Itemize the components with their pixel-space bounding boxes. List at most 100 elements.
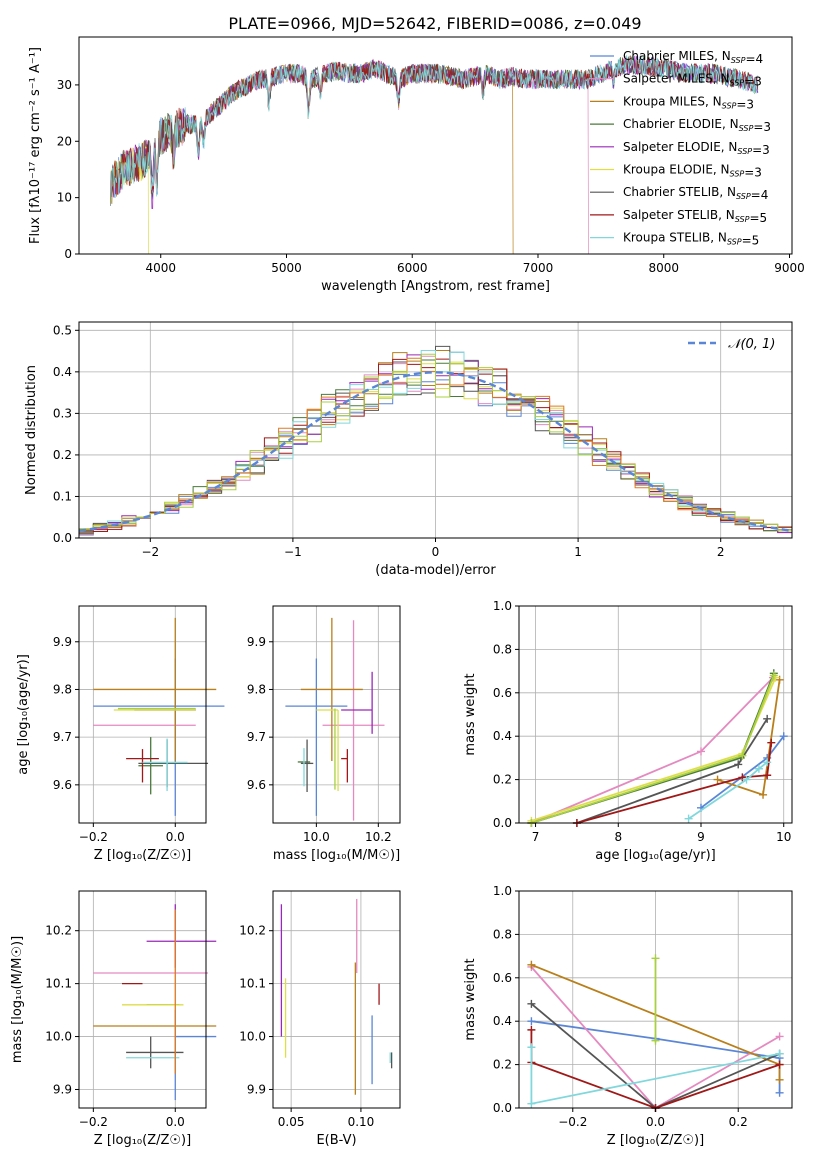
y-tick-label: 0.5 [53, 323, 72, 337]
x-tick-label: 9000 [774, 261, 805, 275]
x-tick-label: −0.2 [79, 1115, 108, 1129]
spectrum-legend: Chabrier MILES, NSSP=4 Salpeter MILES, NS… [590, 49, 771, 248]
y-tick-label: 0.4 [493, 1014, 512, 1028]
y-tick-label: 10.2 [45, 924, 72, 938]
weight-point-marker [527, 1025, 536, 1034]
weight-point-marker [697, 747, 705, 756]
y-tick-label: 9.6 [53, 778, 72, 792]
weight-point-marker [742, 775, 751, 784]
y-tick-label: 0.0 [493, 816, 512, 830]
y-tick-label: 9.8 [53, 682, 72, 696]
errorbar-point [126, 749, 159, 783]
x-tick-label: 0.10 [348, 1115, 375, 1129]
spectrum-panel: 4000 5000 6000 7000 8000 9000 0 10 20 30 wavelengt… [28, 36, 805, 294]
weight-series-line [531, 676, 774, 824]
y-tick-label: 10.1 [239, 977, 266, 991]
legend-entry: Kroupa STELIB, NSSP=5 [623, 231, 759, 248]
axes-frame [272, 605, 401, 824]
weight-point-marker [651, 1036, 660, 1045]
weight-point-marker [734, 760, 743, 769]
weight-point-marker [527, 960, 536, 969]
y-tick-label: 0 [64, 247, 72, 261]
weight-point-marker [763, 771, 772, 780]
weight-point-marker [775, 675, 784, 684]
y-tick-label: 9.9 [53, 635, 72, 649]
x-tick-label: −1 [284, 545, 302, 559]
legend-entry: Salpeter STELIB, NSSP=5 [623, 208, 767, 225]
x-tick-label: −0.2 [79, 830, 108, 844]
y-tick-label: 10.2 [239, 924, 266, 938]
weight-point-marker [759, 790, 768, 799]
weight-point-marker [527, 1043, 536, 1052]
x-axis-label: Z [log₁₀(Z/Z☉)] [94, 848, 191, 863]
errorbar-point [142, 738, 188, 792]
axes-frame [78, 36, 793, 255]
y-tick-label: 9.7 [247, 730, 266, 744]
weight-point-marker [651, 954, 660, 963]
legend-entry: Chabrier MILES, NSSP=4 [623, 49, 763, 66]
y-axis-label: mass weight [463, 958, 478, 1040]
weight-point-marker [738, 773, 747, 782]
mass-vs-metallicity-panel: −0.2 0.0 9.9 10.0 10.1 10.2 Z [log₁₀(Z/Z☉)] mas… [10, 890, 217, 1148]
x-axis-label: (data-model)/error [375, 563, 496, 578]
weight-series-line [576, 718, 768, 824]
y-tick-label: 0.2 [493, 773, 512, 787]
y-tick-label: 10.0 [239, 1030, 266, 1044]
weight-point-marker [527, 999, 536, 1008]
spectrum-series-line [110, 58, 589, 254]
errorbar-point [126, 1036, 184, 1069]
errorbar-point [93, 617, 217, 761]
spectrum-series-line [110, 60, 514, 254]
weight-series-line [576, 742, 773, 824]
legend-entry: Salpeter ELODIE, NSSP=3 [623, 140, 770, 157]
weight-point-marker [527, 1099, 536, 1108]
y-axis-label: age [log₁₀(age/yr)] [16, 654, 31, 775]
x-tick-label: 0.2 [729, 1115, 748, 1129]
y-tick-label: 0.8 [493, 642, 512, 656]
y-tick-label: 0.8 [493, 927, 512, 941]
y-tick-label: 9.9 [247, 1082, 266, 1096]
x-axis-label: E(B-V) [316, 1133, 356, 1148]
y-tick-label: 30 [57, 78, 72, 92]
errorbar-point [174, 1010, 217, 1101]
legend-entry: Kroupa MILES, NSSP=3 [623, 94, 754, 111]
y-tick-label: 0.6 [493, 971, 512, 985]
legend-entry: Salpeter MILES, NSSP=3 [623, 72, 762, 89]
weight-point-marker [684, 814, 693, 823]
x-tick-label: 7 [532, 830, 540, 844]
x-axis-label: wavelength [Angstrom, rest frame] [321, 279, 550, 294]
y-tick-label: 0.2 [493, 1058, 512, 1072]
x-tick-label: 10 [776, 830, 791, 844]
x-axis-label: Z [log₁₀(Z/Z☉)] [607, 1133, 704, 1148]
normal-curve [79, 371, 792, 532]
errorbar-point [322, 620, 385, 821]
x-tick-label: 4000 [145, 261, 176, 275]
errorbar-point [341, 749, 348, 783]
x-tick-label: 2 [717, 545, 725, 559]
legend-entry: 𝒩(0, 1) [728, 337, 775, 352]
age-vs-metallicity-panel: −0.2 0.0 9.6 9.7 9.8 9.9 Z [log₁₀(Z/Z☉)] age [l… [16, 605, 225, 863]
y-axis-label: mass weight [463, 673, 478, 755]
weight-series-line [531, 675, 775, 824]
weight-point-marker [775, 1049, 784, 1058]
x-tick-label: 0.0 [166, 1115, 185, 1129]
x-tick-label: 9 [697, 830, 705, 844]
weight-vs-metallicity-panel: −0.2 0.0 0.2 0.0 0.2 0.4 0.6 0.8 1.0 Z [log₁₀(Z/Z… [463, 884, 793, 1148]
weight-series-line [531, 677, 777, 822]
x-tick-label: 8000 [648, 261, 679, 275]
x-tick-label: −2 [141, 545, 159, 559]
x-tick-label: −0.2 [558, 1115, 587, 1129]
y-tick-label: 0.6 [493, 686, 512, 700]
x-tick-label: 0.05 [278, 1115, 305, 1129]
x-axis-label: age [log₁₀(age/yr)] [595, 848, 716, 863]
spectrum-lines [110, 55, 759, 254]
y-tick-label: 1.0 [493, 884, 512, 898]
x-tick-label: 0.0 [646, 1115, 665, 1129]
axes-frame [272, 890, 401, 1109]
figure-title: PLATE=0966, MJD=52642, FIBERID=0086, z=0… [228, 14, 641, 33]
x-axis-label: Z [log₁₀(Z/Z☉)] [94, 1133, 191, 1148]
x-tick-label: 1 [574, 545, 582, 559]
weight-point-marker [775, 1032, 784, 1041]
weight-point-marker [779, 732, 788, 741]
